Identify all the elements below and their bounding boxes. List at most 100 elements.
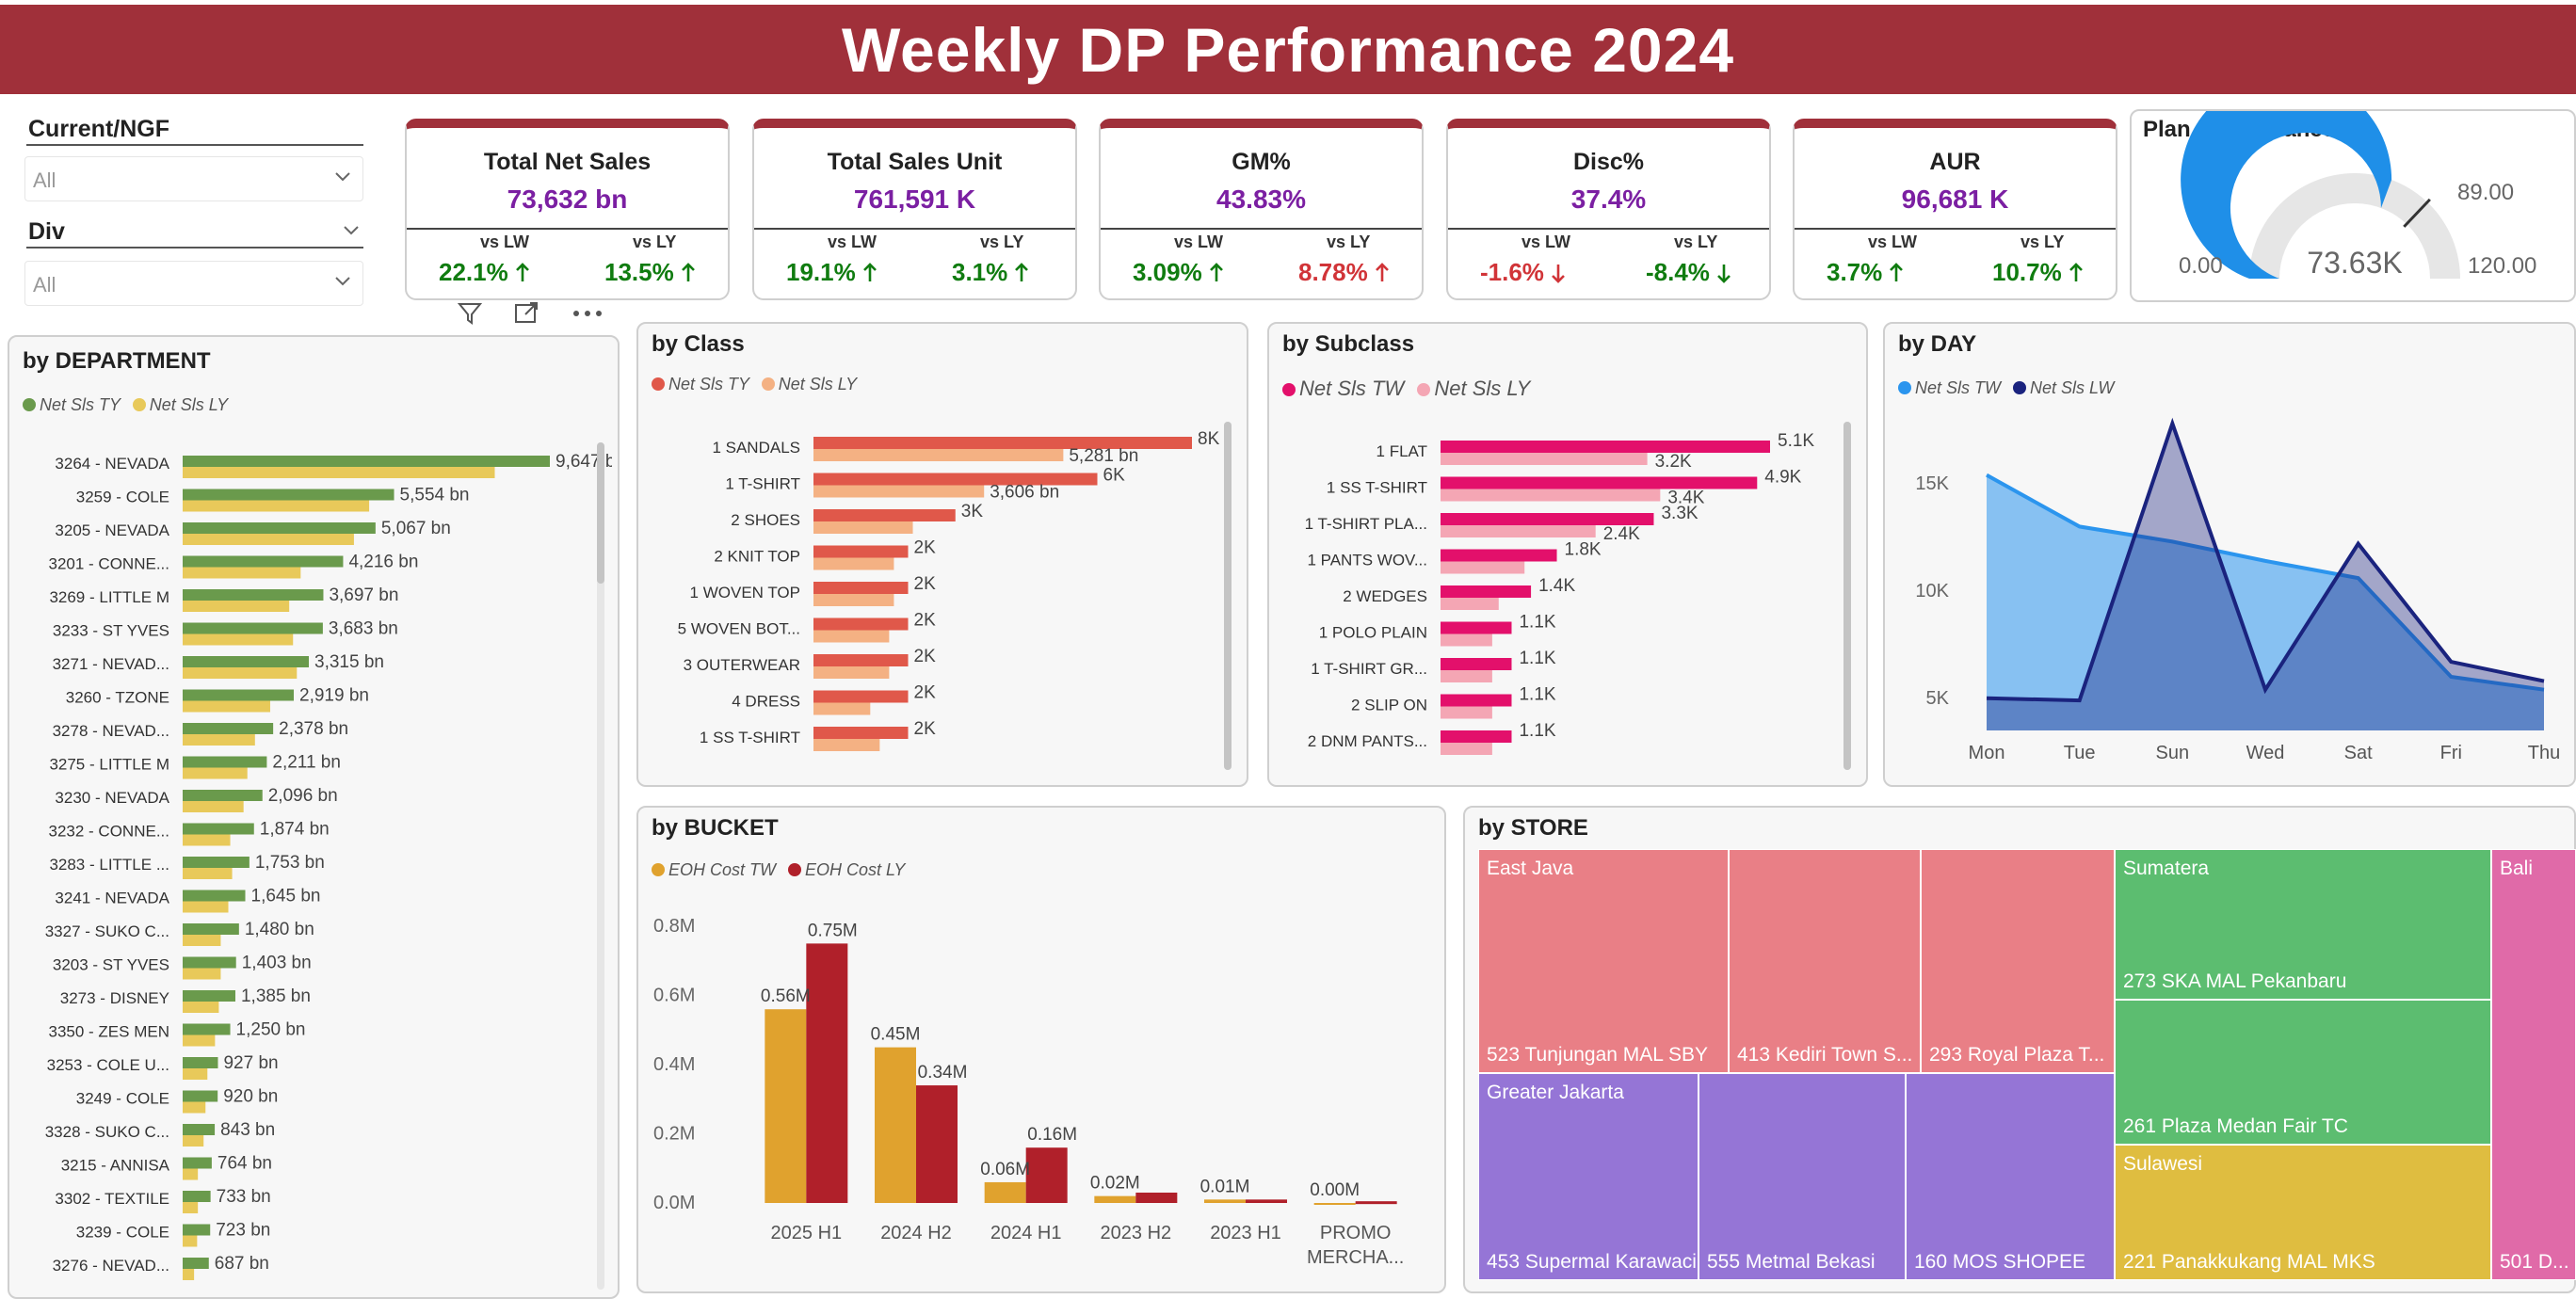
- div-dropdown[interactable]: All: [24, 261, 363, 306]
- bar-ty[interactable]: [813, 473, 1098, 486]
- treemap-cell[interactable]: 293 Royal Plaza T...: [1921, 849, 2115, 1073]
- bar-ly[interactable]: [1246, 1199, 1287, 1203]
- bar-ly[interactable]: [183, 467, 495, 478]
- bar-tw[interactable]: [1204, 1199, 1246, 1203]
- bar-ty[interactable]: [183, 622, 323, 634]
- bar-ly[interactable]: [183, 1202, 199, 1213]
- current-ngf-dropdown[interactable]: All: [24, 156, 363, 201]
- bar-ly[interactable]: [1355, 1201, 1397, 1205]
- bar-ly[interactable]: [813, 521, 913, 534]
- bar-ly[interactable]: [1441, 561, 1525, 574]
- bar-ty[interactable]: [183, 1258, 209, 1269]
- bar-ly[interactable]: [1441, 525, 1596, 537]
- bar-ly[interactable]: [183, 801, 244, 812]
- treemap-cell[interactable]: 261 Plaza Medan Fair TC: [2115, 1000, 2491, 1145]
- more-options-icon[interactable]: [569, 299, 606, 328]
- bar-ty[interactable]: [183, 456, 550, 467]
- bar-ly[interactable]: [183, 1135, 204, 1147]
- bar-ty[interactable]: [813, 654, 909, 666]
- bar-ty[interactable]: [813, 582, 909, 594]
- bar-ly[interactable]: [813, 485, 985, 498]
- bar-ly[interactable]: [183, 633, 294, 646]
- bar-ly[interactable]: [1135, 1192, 1178, 1203]
- filter-icon[interactable]: [456, 299, 484, 328]
- store-panel[interactable]: by STORE East Java 523 Tunjungan MAL SBY…: [1463, 806, 2576, 1293]
- bar-ly[interactable]: [183, 534, 354, 545]
- bar-ly[interactable]: [813, 666, 890, 679]
- bar-ly[interactable]: [806, 943, 848, 1203]
- bar-ty[interactable]: [183, 1090, 218, 1102]
- bar-ly[interactable]: [183, 667, 298, 679]
- bar-ty[interactable]: [183, 489, 394, 501]
- bar-ty[interactable]: [183, 689, 295, 701]
- treemap-cell[interactable]: Greater Jakarta 453 Supermal Karawaci: [1478, 1073, 1699, 1280]
- treemap-cell[interactable]: Sumatera 273 SKA MAL Pekanbaru: [2115, 849, 2491, 1000]
- bar-ly[interactable]: [1441, 633, 1492, 647]
- bar-ly[interactable]: [813, 594, 894, 606]
- bar-tw[interactable]: [1441, 658, 1512, 670]
- bar-ty[interactable]: [183, 790, 263, 801]
- bar-ty[interactable]: [813, 690, 909, 703]
- bar-ty[interactable]: [183, 923, 239, 935]
- bar-ty[interactable]: [183, 656, 310, 667]
- bar-ty[interactable]: [183, 956, 236, 969]
- bar-ly[interactable]: [1441, 453, 1648, 465]
- bar-ly[interactable]: [183, 1002, 219, 1013]
- scrollbar-thumb[interactable]: [1843, 422, 1851, 770]
- bar-ty[interactable]: [183, 857, 250, 868]
- bar-tw[interactable]: [1441, 549, 1557, 562]
- treemap-cell[interactable]: 413 Kediri Town S...: [1729, 849, 1921, 1073]
- day-panel[interactable]: by DAY Net Sls TW Net Sls LW 15K 10K 5K Mon…: [1883, 322, 2576, 787]
- focus-mode-icon[interactable]: [512, 299, 540, 328]
- bar-ly[interactable]: [813, 449, 1064, 461]
- bar-ty[interactable]: [183, 890, 246, 902]
- bar-ty[interactable]: [813, 545, 909, 558]
- bar-tw[interactable]: [1313, 1203, 1356, 1205]
- class-panel[interactable]: by Class Net Sls TY Net Sls LY 1 SANDALS…: [636, 322, 1248, 787]
- bar-tw[interactable]: [765, 1009, 807, 1203]
- department-panel[interactable]: by DEPARTMENT Net Sls TY Net Sls LY 3264…: [8, 335, 620, 1299]
- bar-ty[interactable]: [183, 990, 235, 1002]
- bar-ty[interactable]: [183, 723, 274, 734]
- bar-tw[interactable]: [1441, 585, 1532, 598]
- kpi-card[interactable]: Disc% 37.4% vs LW vs LY -1.6% -8.4%: [1446, 119, 1771, 300]
- bar-ly[interactable]: [183, 834, 231, 846]
- bar-ly[interactable]: [813, 630, 890, 643]
- bar-ty[interactable]: [183, 555, 344, 568]
- bar-ly[interactable]: [1441, 743, 1492, 755]
- bar-ty[interactable]: [183, 1023, 231, 1035]
- bar-tw[interactable]: [1441, 694, 1512, 707]
- scrollbar-thumb[interactable]: [1224, 422, 1232, 770]
- bar-ly[interactable]: [1441, 706, 1492, 719]
- treemap-cell[interactable]: Bali 501 D...: [2491, 849, 2576, 1280]
- bar-ly[interactable]: [813, 557, 894, 570]
- bar-tw[interactable]: [1441, 730, 1512, 743]
- bar-ly[interactable]: [183, 700, 270, 713]
- bar-ty[interactable]: [183, 522, 376, 534]
- bar-ty[interactable]: [813, 509, 956, 521]
- bar-ly[interactable]: [183, 500, 370, 512]
- bar-ly[interactable]: [1025, 1147, 1068, 1203]
- bar-ty[interactable]: [183, 756, 267, 768]
- series-lw-line[interactable]: [1986, 417, 2545, 703]
- kpi-card[interactable]: Total Net Sales 73,632 bn vs LW vs LY 22.1% 1…: [405, 119, 730, 300]
- bar-ly[interactable]: [813, 739, 880, 751]
- bar-ty[interactable]: [183, 1191, 211, 1202]
- bar-ly[interactable]: [183, 935, 221, 946]
- bar-ly[interactable]: [183, 968, 221, 980]
- bar-ly[interactable]: [183, 1101, 206, 1114]
- bar-tw[interactable]: [1094, 1195, 1136, 1203]
- kpi-card[interactable]: GM% 43.83% vs LW vs LY 3.09% 8.78%: [1099, 119, 1424, 300]
- treemap-cell[interactable]: Sulawesi 221 Panakkukang MAL MKS: [2115, 1145, 2491, 1280]
- bar-tw[interactable]: [1441, 621, 1512, 634]
- bar-tw[interactable]: [1441, 441, 1770, 453]
- bar-ty[interactable]: [183, 823, 254, 835]
- bar-ly[interactable]: [183, 1068, 208, 1080]
- bar-ly[interactable]: [183, 901, 229, 913]
- bar-ty[interactable]: [183, 1057, 218, 1068]
- bar-ly[interactable]: [183, 1269, 195, 1280]
- bar-ty[interactable]: [183, 1157, 212, 1169]
- bar-ly[interactable]: [183, 767, 248, 779]
- scrollbar[interactable]: [597, 442, 604, 1290]
